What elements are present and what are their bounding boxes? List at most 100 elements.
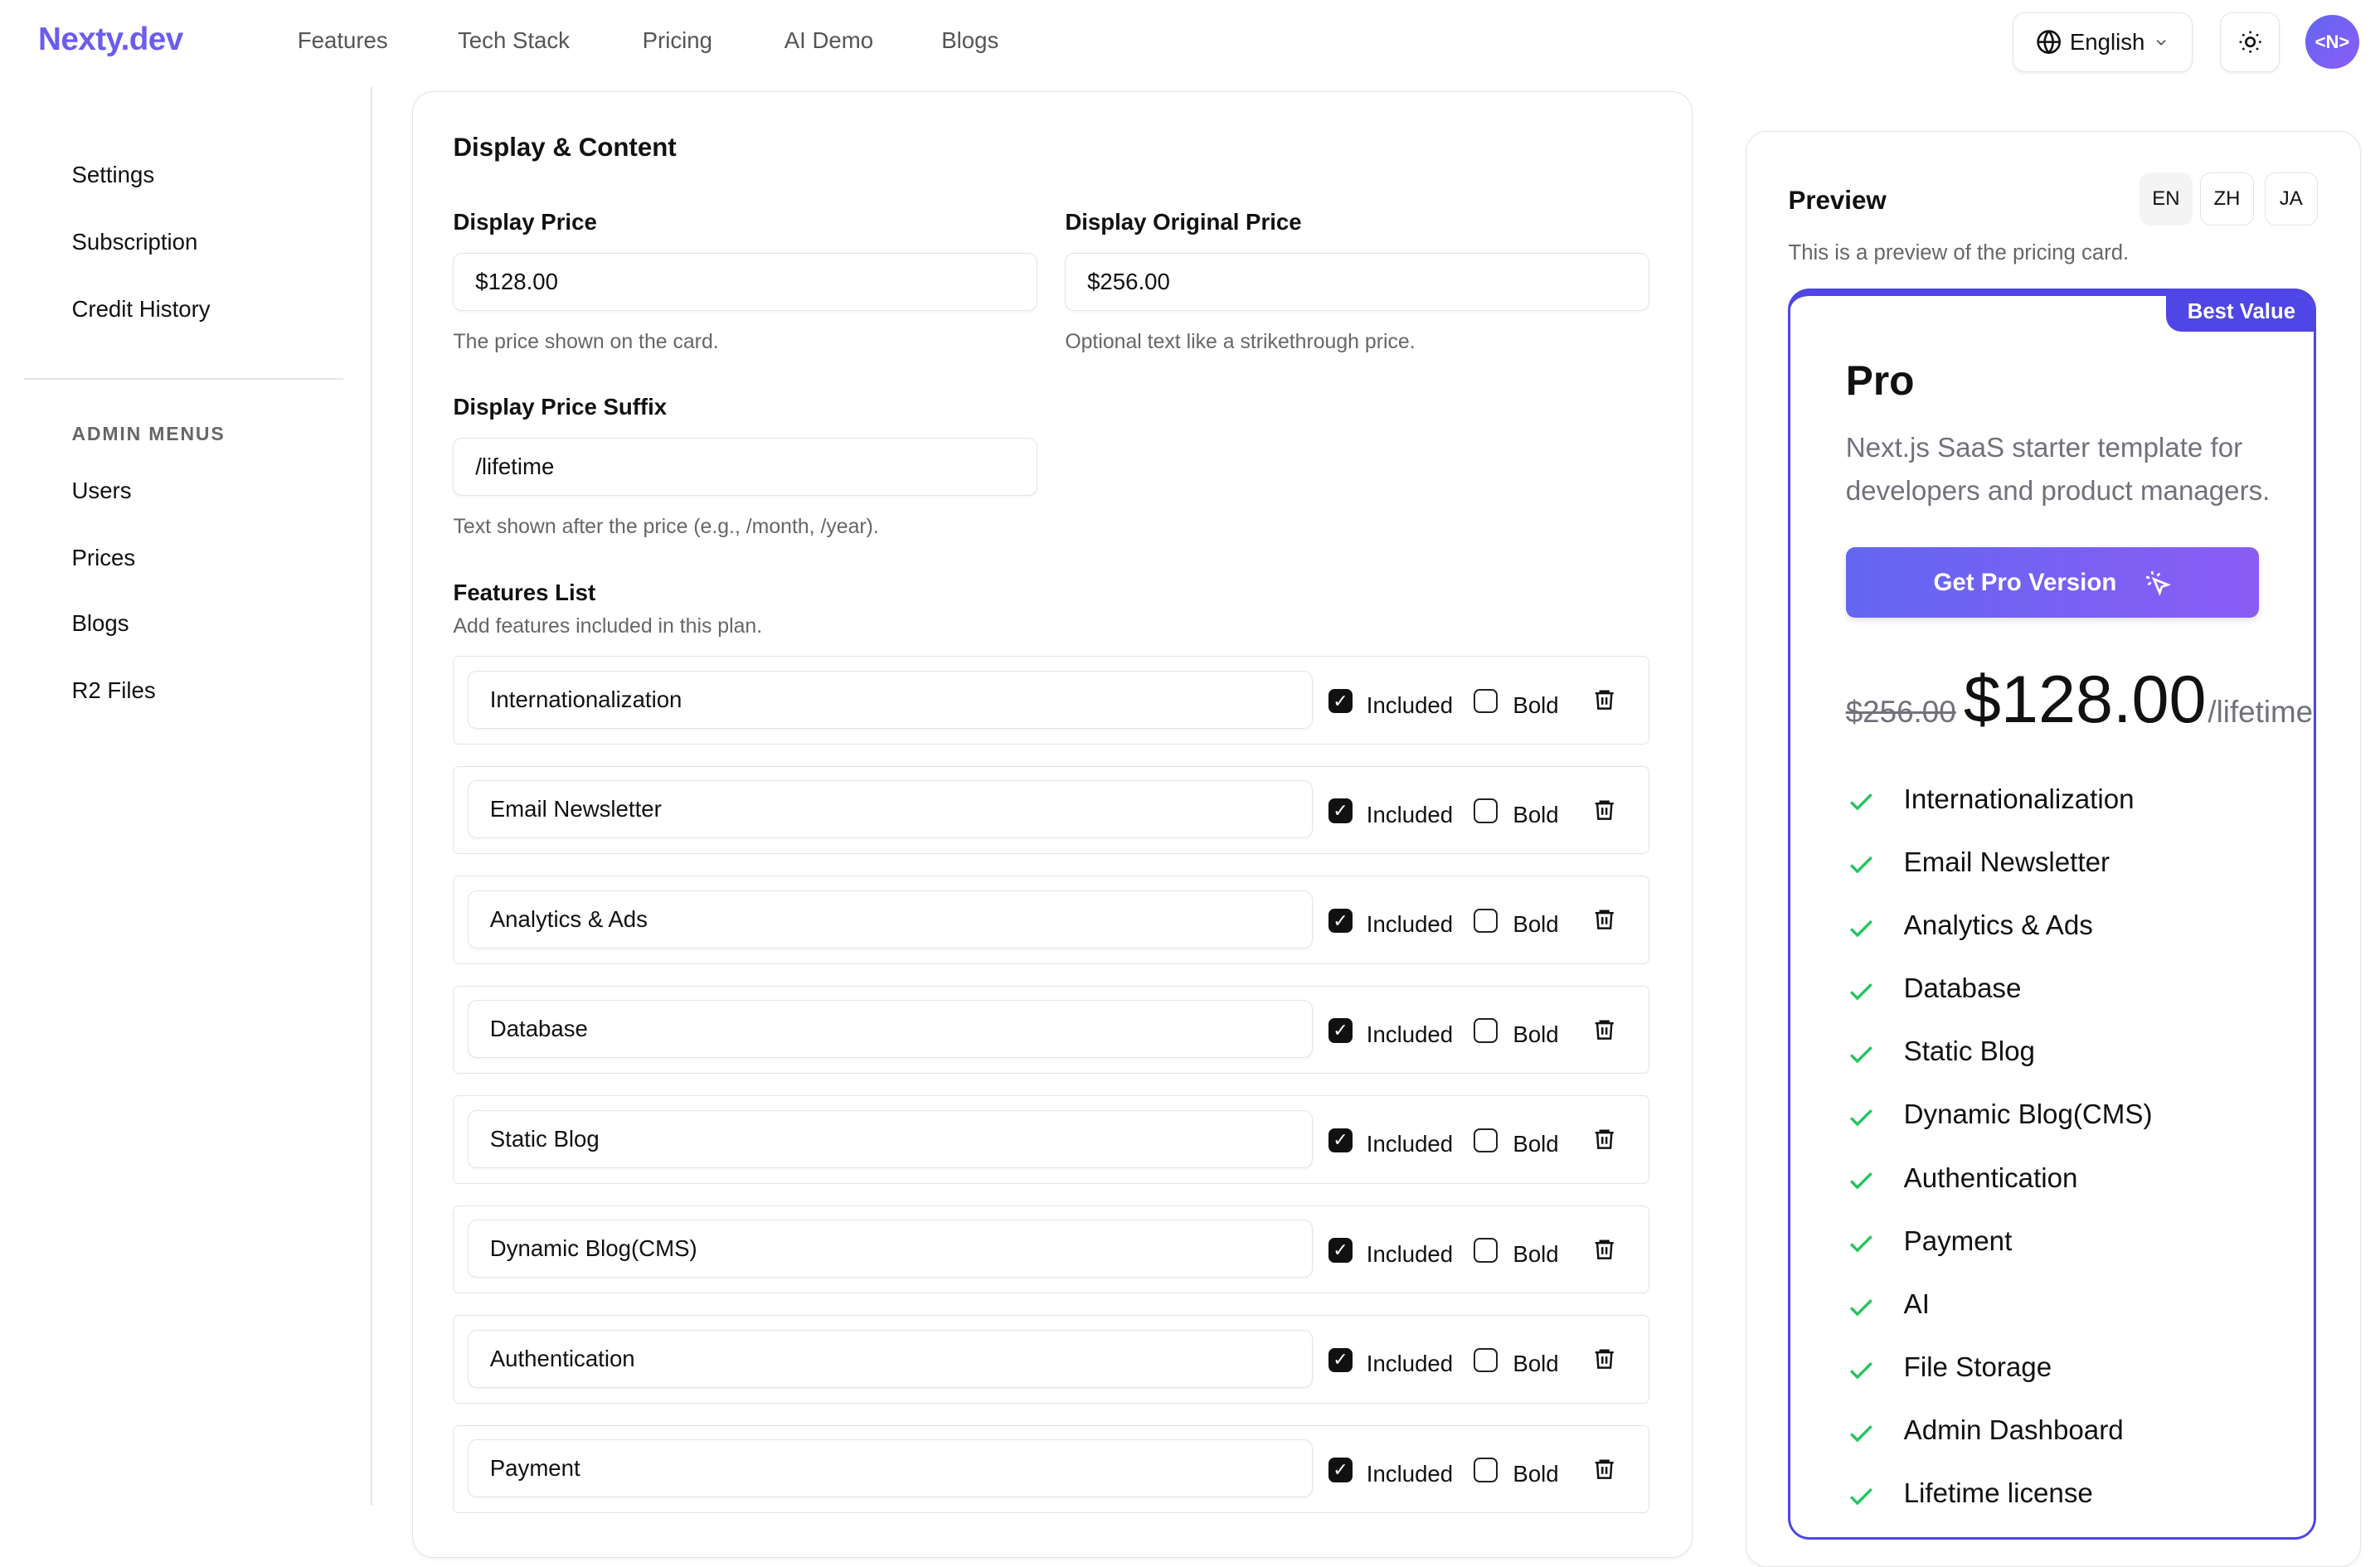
get-pro-label: Get Pro Version [1933, 568, 2117, 596]
lang-zh-button[interactable]: ZH [2200, 172, 2254, 226]
included-label: Included [1366, 1351, 1454, 1377]
feature-name-input[interactable]: Database [468, 1000, 1314, 1059]
preview-card [1745, 131, 2361, 1567]
check-icon [1849, 1109, 1872, 1127]
included-label: Included [1366, 1021, 1454, 1047]
plan-feature-label: Authentication [1903, 1162, 2078, 1194]
suffix-input[interactable]: /lifetime [453, 438, 1038, 496]
feature-row: Internationalization ✓ Included Bold [453, 656, 1650, 745]
cursor-click-icon [2146, 570, 2172, 596]
trash-icon[interactable] [1592, 1235, 1616, 1263]
price-row: $256.00 $128.00 /lifetime [1846, 662, 2313, 739]
avatar[interactable]: <N> [2305, 15, 2359, 69]
bold-checkbox[interactable] [1473, 1458, 1498, 1482]
bold-label: Bold [1513, 1351, 1559, 1377]
trash-icon[interactable] [1592, 905, 1616, 933]
sidebar-item-settings[interactable]: Settings [71, 162, 155, 188]
sidebar-item-prices[interactable]: Prices [71, 544, 136, 570]
included-checkbox[interactable]: ✓ [1328, 1128, 1353, 1153]
bold-label: Bold [1513, 1460, 1559, 1487]
check-icon [1849, 1424, 1872, 1443]
language-select[interactable]: English [2012, 12, 2193, 72]
plan-name: Pro [1845, 357, 1915, 405]
included-checkbox[interactable]: ✓ [1328, 1458, 1353, 1482]
trash-icon[interactable] [1592, 1455, 1616, 1482]
check-icon [1849, 1488, 1872, 1506]
plan-feature-label: AI [1903, 1288, 1930, 1320]
preview-subtitle: This is a preview of the pricing card. [1788, 240, 2130, 264]
trash-icon[interactable] [1592, 1125, 1616, 1152]
included-checkbox[interactable]: ✓ [1328, 1347, 1353, 1373]
bold-checkbox[interactable] [1473, 1018, 1498, 1043]
trash-icon[interactable] [1592, 1345, 1616, 1372]
trash-icon[interactable] [1592, 1016, 1616, 1043]
check-icon [1849, 982, 1872, 1001]
included-label: Included [1366, 801, 1454, 827]
lang-en-button[interactable]: EN [2139, 172, 2193, 226]
feature-row: Static Blog ✓ Included Bold [453, 1095, 1650, 1184]
included-checkbox[interactable]: ✓ [1328, 798, 1353, 823]
feature-name-input[interactable]: Dynamic Blog(CMS) [468, 1220, 1314, 1278]
sidebar-item-credit-history[interactable]: Credit History [71, 295, 211, 322]
trash-icon[interactable] [1592, 686, 1616, 713]
feature-row: Authentication ✓ Included Bold [453, 1315, 1650, 1404]
plan-feature-label: Email Newsletter [1903, 847, 2110, 878]
check-icon [1849, 1045, 1872, 1064]
sun-icon [2239, 31, 2261, 53]
nav-pricing[interactable]: Pricing [642, 27, 712, 54]
chevron-down-icon [2156, 39, 2166, 46]
current-price: $128.00 [1963, 662, 2207, 738]
sidebar-item-blogs[interactable]: Blogs [71, 610, 129, 636]
feature-name-input[interactable]: Payment [468, 1439, 1314, 1497]
check-icon [1849, 793, 1872, 811]
bold-checkbox[interactable] [1473, 688, 1498, 714]
bold-label: Bold [1513, 1021, 1559, 1047]
sidebar-item-r2-files[interactable]: R2 Files [71, 677, 156, 703]
nav-ai-demo[interactable]: AI Demo [784, 27, 874, 54]
included-label: Included [1366, 911, 1454, 938]
sidebar-divider [371, 86, 372, 1506]
feature-name-input[interactable]: Analytics & Ads [468, 890, 1314, 948]
nav-tech-stack[interactable]: Tech Stack [458, 27, 570, 54]
bold-checkbox[interactable] [1473, 798, 1498, 823]
feature-name-input[interactable]: Internationalization [468, 670, 1314, 729]
display-price-input[interactable]: $128.00 [453, 253, 1038, 312]
feature-row: Email Newsletter ✓ Included Bold [453, 765, 1650, 855]
included-checkbox[interactable]: ✓ [1328, 1238, 1353, 1263]
feature-name-input[interactable]: Authentication [468, 1329, 1314, 1388]
plan-feature-label: Admin Dashboard [1903, 1415, 2124, 1447]
bold-checkbox[interactable] [1473, 908, 1498, 934]
display-price-help: The price shown on the card. [453, 331, 719, 354]
feature-name-input[interactable]: Email Newsletter [468, 780, 1314, 839]
bold-checkbox[interactable] [1473, 1128, 1498, 1153]
check-icon [1849, 856, 1872, 874]
nav-blogs[interactable]: Blogs [941, 27, 999, 54]
bold-label: Bold [1513, 801, 1559, 827]
get-pro-button[interactable]: Get Pro Version [1845, 547, 2260, 618]
bold-label: Bold [1513, 1240, 1559, 1267]
included-label: Included [1366, 1240, 1454, 1267]
feature-name-input[interactable]: Static Blog [468, 1109, 1314, 1168]
included-checkbox[interactable]: ✓ [1328, 908, 1353, 934]
included-checkbox[interactable]: ✓ [1328, 688, 1353, 714]
best-value-badge: Best Value [2166, 295, 2314, 332]
trash-icon[interactable] [1592, 796, 1616, 823]
sidebar-item-users[interactable]: Users [71, 477, 132, 503]
pricing-card: Best Value Pro Next.js SaaS starter temp… [1788, 288, 2317, 1540]
plan-feature-label: Internationalization [1903, 784, 2135, 815]
theme-toggle-button[interactable] [2220, 12, 2280, 72]
display-price-label: Display Price [453, 209, 597, 235]
original-price-input[interactable]: $256.00 [1065, 253, 1650, 312]
bold-checkbox[interactable] [1473, 1238, 1498, 1263]
bold-checkbox[interactable] [1473, 1347, 1498, 1373]
logo[interactable]: Nexty.dev [38, 21, 183, 57]
check-icon [1849, 1298, 1872, 1317]
sidebar-item-subscription[interactable]: Subscription [71, 229, 198, 255]
included-label: Included [1366, 691, 1454, 718]
feature-row: Analytics & Ads ✓ Included Bold [453, 876, 1650, 964]
included-checkbox[interactable]: ✓ [1328, 1018, 1353, 1043]
original-price-label: Display Original Price [1065, 209, 1302, 235]
lang-ja-button[interactable]: JA [2264, 172, 2318, 226]
features-list-help: Add features included in this plan. [453, 614, 763, 638]
nav-features[interactable]: Features [297, 27, 388, 54]
